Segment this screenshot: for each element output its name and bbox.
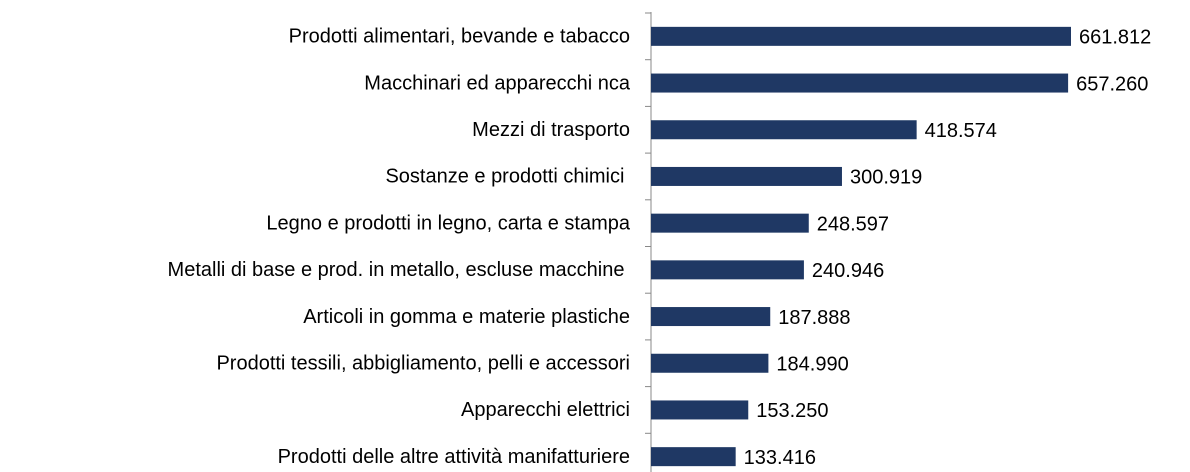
bar xyxy=(651,120,917,140)
value-label: 657.260 xyxy=(1076,73,1148,95)
category-label: Sostanze e prodotti chimici xyxy=(385,166,630,188)
category-label: Prodotti tessili, abbigliamento, pelli e… xyxy=(216,353,630,375)
category-label: Articoli in gomma e materie plastiche xyxy=(303,306,630,328)
bar xyxy=(651,307,771,327)
value-label: 153.250 xyxy=(756,400,828,422)
category-label: Mezzi di trasporto xyxy=(472,119,630,141)
value-label: 661.812 xyxy=(1079,27,1151,49)
bar xyxy=(651,73,1069,93)
value-label: 187.888 xyxy=(778,307,850,329)
bar xyxy=(651,447,736,467)
category-label: Metalli di base e prod. in metallo, escl… xyxy=(168,259,630,281)
bar xyxy=(651,26,1071,46)
bar xyxy=(651,213,809,233)
value-label: 240.946 xyxy=(812,260,884,282)
bar xyxy=(651,260,804,280)
category-label: Macchinari ed apparecchi nca xyxy=(364,72,631,94)
value-label: 418.574 xyxy=(925,120,997,142)
value-label: 300.919 xyxy=(850,167,922,189)
bar xyxy=(651,353,769,373)
category-label: Legno e prodotti in legno, carta e stamp… xyxy=(266,212,630,234)
value-label: 133.416 xyxy=(744,447,816,469)
category-label: Prodotti alimentari, bevande e tabacco xyxy=(289,26,630,48)
bar xyxy=(651,166,842,186)
value-label: 184.990 xyxy=(776,354,848,376)
bar xyxy=(651,400,749,420)
value-label: 248.597 xyxy=(817,213,889,235)
category-label: Prodotti delle altre attività manifattur… xyxy=(278,446,630,468)
category-label: Apparecchi elettrici xyxy=(461,399,630,421)
